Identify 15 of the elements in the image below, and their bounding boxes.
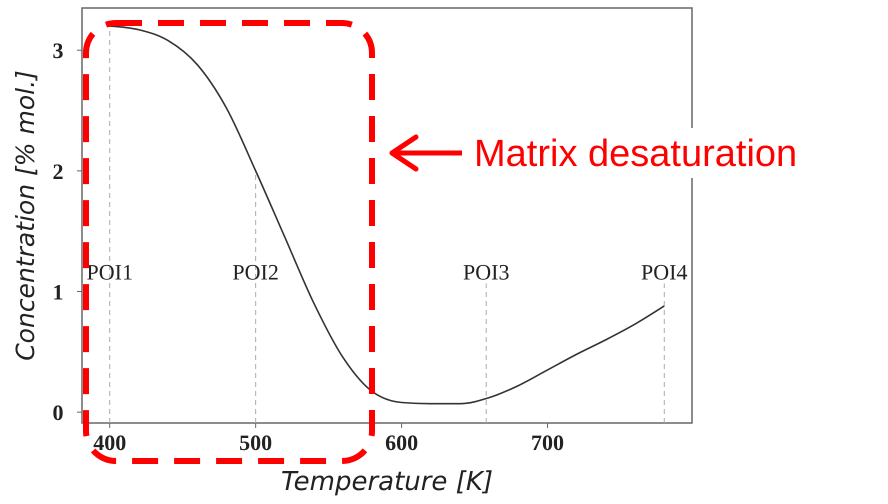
- y-tick-label: 1: [52, 280, 64, 305]
- y-tick-label: 0: [52, 400, 64, 426]
- ref-line-label: POI4: [641, 260, 688, 285]
- x-tick-label: 700: [531, 430, 564, 455]
- x-axis-title: Temperature [K]: [280, 467, 494, 497]
- y-axis-title: Concentration [% mol.]: [11, 70, 40, 361]
- y-tick-label: 3: [52, 38, 64, 64]
- ref-line-label: POI3: [463, 260, 510, 285]
- ref-line-label: POI2: [232, 260, 279, 285]
- ref-line-label: POI1: [86, 260, 133, 285]
- annotation: Matrix desaturation: [474, 133, 798, 175]
- y-tick-label: 2: [52, 158, 64, 184]
- x-tick-label: 400: [93, 430, 126, 455]
- x-tick-label: 500: [239, 430, 272, 455]
- x-tick-label: 600: [385, 430, 418, 455]
